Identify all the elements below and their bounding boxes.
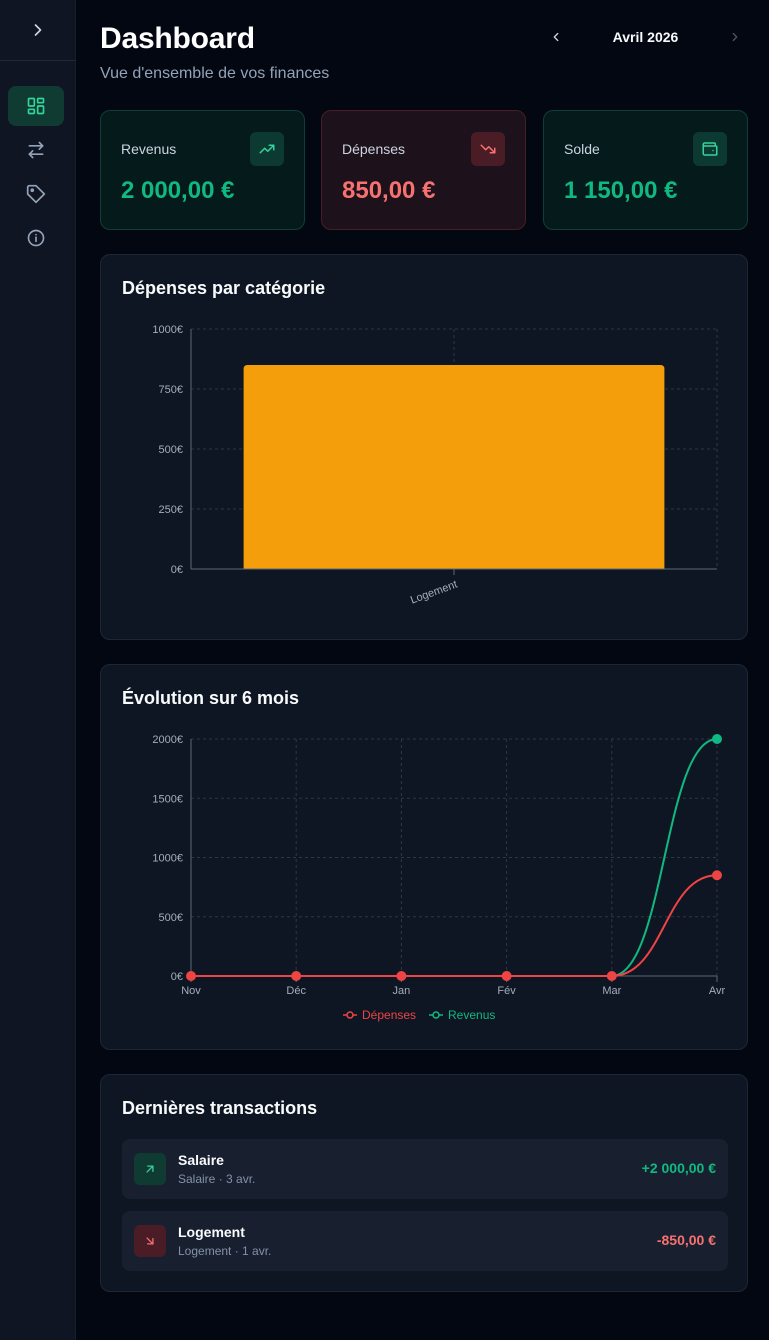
arrow-down-right-icon (134, 1225, 166, 1257)
page-title: Dashboard (100, 22, 255, 55)
transactions-title: Dernières transactions (122, 1098, 318, 1118)
transaction-name: Logement (178, 1224, 245, 1240)
transaction-row[interactable]: Logement Logement · 1 avr. -850,00 € (122, 1211, 728, 1271)
legend-marker (432, 1011, 440, 1019)
x-tick-label: Avr (709, 985, 726, 997)
x-tick-label: Nov (181, 985, 201, 997)
transaction-amount: +2 000,00 € (641, 1160, 716, 1176)
y-tick-label: 750€ (159, 384, 183, 396)
arrows-exchange-icon (28, 141, 44, 159)
tag-icon (26, 184, 46, 204)
expenses-card: Dépenses 850,00 € (321, 110, 526, 230)
y-tick-label: 1500€ (152, 793, 183, 805)
sidebar-item-categories[interactable] (8, 174, 64, 214)
expenses-label: Dépenses (342, 141, 406, 157)
y-tick-label: 2000€ (152, 734, 183, 746)
evolution-line-chart: 0€ 500€ 1000€ 1500€ 2000€ Nov Déc Jan Fév Mar Avr D… (152, 734, 726, 1022)
x-tick-label: Logement (409, 579, 459, 607)
income-card: Revenus 2 000,00 € (100, 110, 305, 230)
chevron-left-icon (553, 32, 559, 42)
category-bar-chart: 0€ 250€ 500€ 750€ 1000€ Logement (152, 324, 718, 607)
data-point (396, 971, 407, 981)
income-label: Revenus (121, 141, 177, 157)
balance-card: Solde 1 150,00 € (543, 110, 748, 230)
sidebar (0, 0, 76, 1340)
x-tick-label: Fév (497, 985, 516, 997)
bar (243, 365, 665, 569)
expenses-value: 850,00 € (342, 177, 436, 204)
category-chart-title: Dépenses par catégorie (122, 278, 326, 298)
six-month-evolution-card: Évolution sur 6 mois 0€ 500€ 1000€ 1500€ 200… (100, 664, 748, 1050)
y-tick-label: 250€ (159, 504, 183, 516)
legend-label: Dépenses (362, 1008, 416, 1022)
page-subtitle: Vue d'ensemble de vos finances (100, 65, 330, 82)
transaction-meta: Salaire · 3 avr. (178, 1172, 256, 1186)
x-tick-label: Déc (286, 985, 306, 997)
evolution-chart-title: Évolution sur 6 mois (122, 688, 300, 708)
data-point (501, 971, 512, 981)
trending-down-icon (471, 132, 505, 166)
arrow-up-right-icon (134, 1153, 166, 1185)
category-expenses-card: Dépenses par catégorie 0€ 250€ 500€ 750€ 100… (100, 254, 748, 640)
sidebar-toggle-button[interactable] (0, 0, 76, 61)
balance-label: Solde (564, 141, 600, 157)
data-point (712, 734, 722, 744)
income-value: 2 000,00 € (121, 177, 235, 204)
data-point (291, 971, 302, 981)
series-line-dépenses (191, 874, 718, 977)
legend-label: Revenus (448, 1008, 495, 1022)
chevron-right-icon (34, 24, 42, 36)
y-tick-label: 1000€ (152, 324, 183, 336)
transaction-amount: -850,00 € (656, 1232, 716, 1248)
y-tick-label: 500€ (159, 444, 183, 456)
previous-month-button[interactable] (543, 24, 569, 50)
recent-transactions-card: Dernières transactions Salaire Salaire ·… (100, 1074, 748, 1292)
transaction-row[interactable]: Salaire Salaire · 3 avr. +2 000,00 € (122, 1139, 728, 1199)
dashboard-grid-icon (27, 97, 45, 115)
data-point (606, 971, 617, 981)
y-tick-label: 1000€ (152, 853, 183, 865)
wallet-icon (693, 132, 727, 166)
month-selector: Avril 2026 (543, 24, 748, 50)
current-month: Avril 2026 (612, 29, 679, 45)
y-tick-label: 0€ (171, 564, 183, 576)
y-tick-label: 500€ (159, 912, 183, 924)
y-tick-label: 0€ (171, 971, 183, 983)
sidebar-item-about[interactable] (8, 218, 64, 258)
balance-value: 1 150,00 € (564, 177, 678, 204)
data-point (186, 971, 196, 981)
chevron-right-icon (732, 32, 738, 42)
x-tick-label: Mar (602, 985, 621, 997)
trending-up-icon (250, 132, 284, 166)
transaction-meta: Logement · 1 avr. (178, 1244, 272, 1258)
sidebar-item-dashboard[interactable] (8, 86, 64, 126)
legend-marker (346, 1011, 354, 1019)
transaction-name: Salaire (178, 1152, 224, 1168)
info-circle-icon (27, 229, 45, 247)
sidebar-item-transactions[interactable] (8, 130, 64, 170)
next-month-button[interactable] (722, 24, 748, 50)
x-tick-label: Jan (393, 985, 411, 997)
data-point (712, 870, 722, 881)
